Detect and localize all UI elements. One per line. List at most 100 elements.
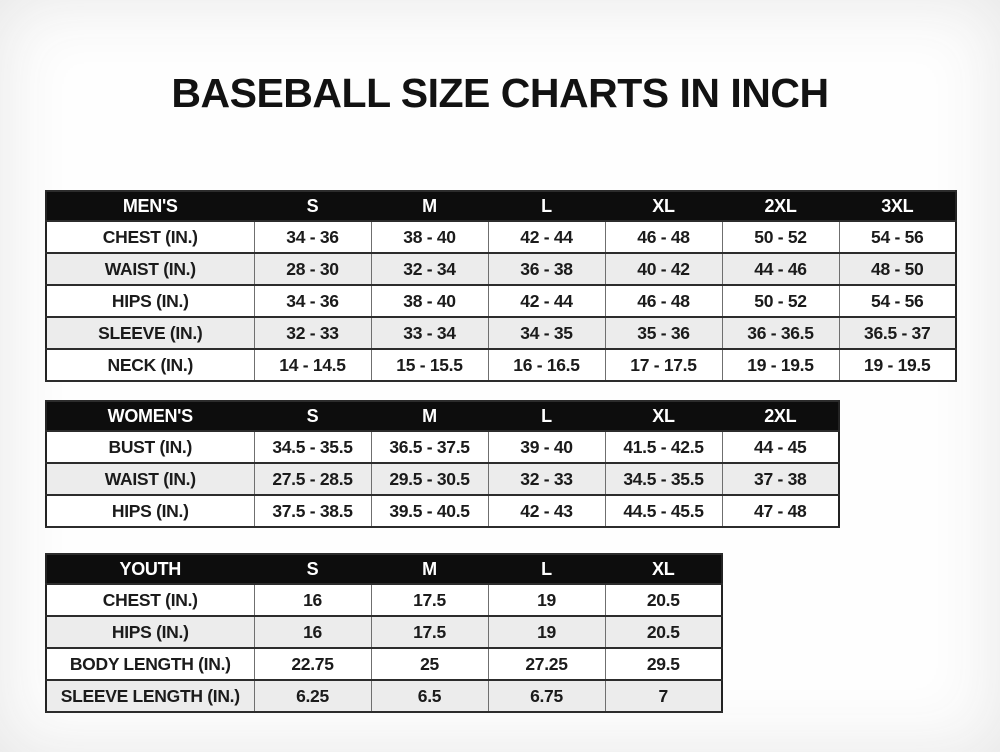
measurement-cell: 34 - 36 (253, 284, 372, 318)
measurement-cell: 46 - 48 (604, 220, 723, 254)
measurement-cell: 36.5 - 37.5 (370, 430, 489, 464)
measurement-cell: 20.5 (604, 615, 723, 649)
table-title-youth: YOUTH (45, 553, 255, 585)
measurement-cell: 17.5 (370, 615, 489, 649)
table-header-row: WOMEN'S S M L XL 2XL (45, 400, 840, 432)
column-header-size: M (370, 190, 489, 222)
measurement-cell: 36.5 - 37 (838, 316, 957, 350)
measurement-cell: 19 (487, 615, 606, 649)
measurement-cell: 37 - 38 (721, 462, 840, 496)
measurement-cell: 32 - 34 (370, 252, 489, 286)
column-header-size: L (487, 553, 606, 585)
measurement-cell: 42 - 44 (487, 284, 606, 318)
table-row: WAIST (IN.) 28 - 30 32 - 34 36 - 38 40 - 42 4… (45, 252, 957, 286)
measurement-cell: 6.25 (253, 679, 372, 713)
row-label: BODY LENGTH (IN.) (45, 647, 255, 681)
measurement-cell: 19 - 19.5 (838, 348, 957, 382)
measurement-cell: 29.5 (604, 647, 723, 681)
measurement-cell: 27.25 (487, 647, 606, 681)
measurement-cell: 6.75 (487, 679, 606, 713)
measurement-cell: 16 - 16.5 (487, 348, 606, 382)
measurement-cell: 39.5 - 40.5 (370, 494, 489, 528)
table-row: BODY LENGTH (IN.) 22.75 25 27.25 29.5 (45, 647, 723, 681)
measurement-cell: 34.5 - 35.5 (604, 462, 723, 496)
table-row: CHEST (IN.) 16 17.5 19 20.5 (45, 583, 723, 617)
table-row: WAIST (IN.) 27.5 - 28.5 29.5 - 30.5 32 - 33… (45, 462, 840, 496)
row-label: BUST (IN.) (45, 430, 255, 464)
column-header-size: S (253, 190, 372, 222)
measurement-cell: 17 - 17.5 (604, 348, 723, 382)
size-table-men-s: MEN'S S M L XL 2XL 3XL CHEST (IN.) 34 - 36 38 - 4… (45, 190, 957, 382)
table-row: CHEST (IN.) 34 - 36 38 - 40 42 - 44 46 - 48 5… (45, 220, 957, 254)
row-label: CHEST (IN.) (45, 583, 255, 617)
measurement-cell: 38 - 40 (370, 284, 489, 318)
measurement-cell: 46 - 48 (604, 284, 723, 318)
measurement-cell: 16 (253, 583, 372, 617)
measurement-cell: 15 - 15.5 (370, 348, 489, 382)
table-row: HIPS (IN.) 16 17.5 19 20.5 (45, 615, 723, 649)
column-header-size: 3XL (838, 190, 957, 222)
measurement-cell: 39 - 40 (487, 430, 606, 464)
measurement-cell: 47 - 48 (721, 494, 840, 528)
measurement-cell: 14 - 14.5 (253, 348, 372, 382)
size-table-youth: YOUTH S M L XL CHEST (IN.) 16 17.5 19 20.5 HIPS (I… (45, 553, 723, 713)
table-header-row: MEN'S S M L XL 2XL 3XL (45, 190, 957, 222)
measurement-cell: 44 - 46 (721, 252, 840, 286)
column-header-size: 2XL (721, 400, 840, 432)
measurement-cell: 54 - 56 (838, 220, 957, 254)
table-row: HIPS (IN.) 34 - 36 38 - 40 42 - 44 46 - 48 50… (45, 284, 957, 318)
measurement-cell: 16 (253, 615, 372, 649)
measurement-cell: 32 - 33 (253, 316, 372, 350)
measurement-cell: 48 - 50 (838, 252, 957, 286)
measurement-cell: 22.75 (253, 647, 372, 681)
measurement-cell: 34 - 36 (253, 220, 372, 254)
row-label: SLEEVE (IN.) (45, 316, 255, 350)
column-header-size: 2XL (721, 190, 840, 222)
measurement-cell: 19 (487, 583, 606, 617)
measurement-cell: 41.5 - 42.5 (604, 430, 723, 464)
column-header-size: XL (604, 553, 723, 585)
size-table-women-s: WOMEN'S S M L XL 2XL BUST (IN.) 34.5 - 35.5 36.5… (45, 400, 840, 528)
row-label: WAIST (IN.) (45, 252, 255, 286)
measurement-cell: 36 - 38 (487, 252, 606, 286)
measurement-cell: 27.5 - 28.5 (253, 462, 372, 496)
measurement-cell: 50 - 52 (721, 220, 840, 254)
row-label: NECK (IN.) (45, 348, 255, 382)
measurement-cell: 54 - 56 (838, 284, 957, 318)
measurement-cell: 19 - 19.5 (721, 348, 840, 382)
measurement-cell: 33 - 34 (370, 316, 489, 350)
row-label: HIPS (IN.) (45, 494, 255, 528)
measurement-cell: 7 (604, 679, 723, 713)
measurement-cell: 37.5 - 38.5 (253, 494, 372, 528)
table-row: SLEEVE LENGTH (IN.) 6.25 6.5 6.75 7 (45, 679, 723, 713)
column-header-size: L (487, 400, 606, 432)
measurement-cell: 50 - 52 (721, 284, 840, 318)
row-label: HIPS (IN.) (45, 284, 255, 318)
measurement-cell: 36 - 36.5 (721, 316, 840, 350)
row-label: HIPS (IN.) (45, 615, 255, 649)
measurement-cell: 34.5 - 35.5 (253, 430, 372, 464)
column-header-size: S (253, 400, 372, 432)
table-row: BUST (IN.) 34.5 - 35.5 36.5 - 37.5 39 - 40 4… (45, 430, 840, 464)
measurement-cell: 34 - 35 (487, 316, 606, 350)
measurement-cell: 17.5 (370, 583, 489, 617)
column-header-size: M (370, 553, 489, 585)
column-header-size: L (487, 190, 606, 222)
table-title-women-s: WOMEN'S (45, 400, 255, 432)
table-row: SLEEVE (IN.) 32 - 33 33 - 34 34 - 35 35 - 36… (45, 316, 957, 350)
measurement-cell: 25 (370, 647, 489, 681)
measurement-cell: 35 - 36 (604, 316, 723, 350)
row-label: SLEEVE LENGTH (IN.) (45, 679, 255, 713)
table-title-men-s: MEN'S (45, 190, 255, 222)
measurement-cell: 6.5 (370, 679, 489, 713)
page-title: BASEBALL SIZE CHARTS IN INCH (171, 70, 829, 116)
column-header-size: S (253, 553, 372, 585)
table-row: NECK (IN.) 14 - 14.5 15 - 15.5 16 - 16.5 17 … (45, 348, 957, 382)
measurement-cell: 44.5 - 45.5 (604, 494, 723, 528)
row-label: CHEST (IN.) (45, 220, 255, 254)
measurement-cell: 44 - 45 (721, 430, 840, 464)
measurement-cell: 20.5 (604, 583, 723, 617)
measurement-cell: 28 - 30 (253, 252, 372, 286)
column-header-size: XL (604, 400, 723, 432)
